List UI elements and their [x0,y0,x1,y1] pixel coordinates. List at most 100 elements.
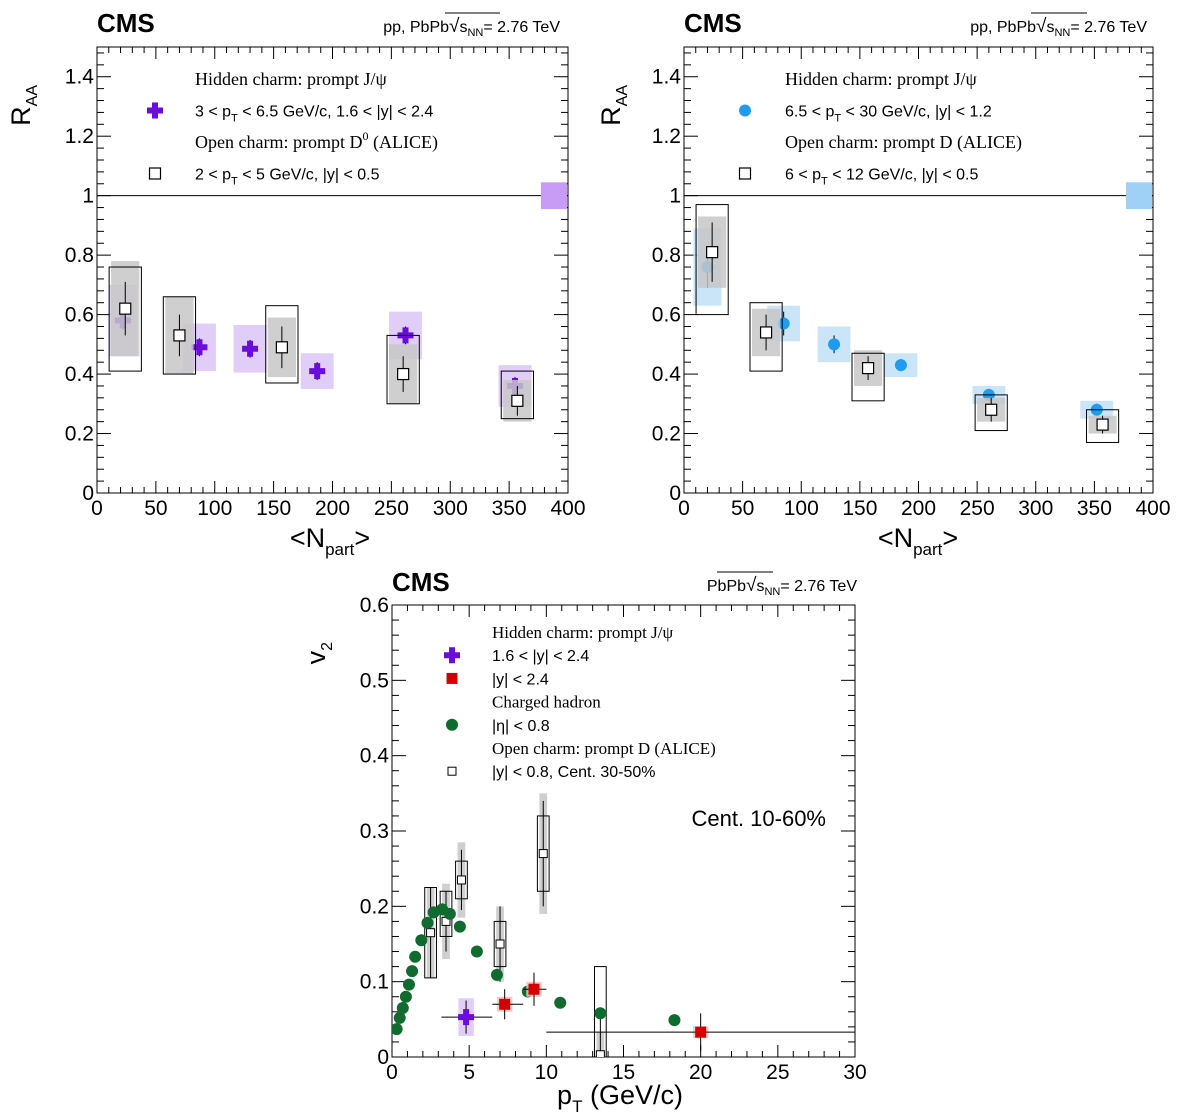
normalization-uncertainty-box [1126,182,1152,210]
point-marker [777,317,790,330]
legend-marker [739,104,751,117]
data-point [406,965,419,978]
point-marker [415,934,428,947]
data-point [162,296,197,375]
data-point [492,989,524,1020]
legend-header: Charged hadron [492,693,601,712]
circle-marker [393,1011,406,1024]
x-tick-label: 250 [374,497,409,520]
global-uncertainty-box [265,305,299,384]
normalization-uncertainty-box [540,182,567,210]
data-point [536,793,550,914]
open-square-marker [397,367,410,381]
y-tick-label: 0.1 [360,971,389,994]
legend: Hidden charm: prompt J/ψ 1.6 < |y| < 2.4 |… [444,623,716,781]
open-square-marker [426,928,436,938]
legend-marker [738,167,752,180]
y-axis-title: RAA [6,85,41,126]
y-tick-label: 0 [82,482,94,505]
data-point [415,934,428,947]
data-point [393,1011,406,1024]
open-square-marker [738,167,752,180]
data-point [402,978,415,991]
legend-marker [148,167,162,180]
legend-entry-label: 6 < pT < 12 GeV/c, |y| < 0.5 [785,167,978,188]
x-tick-label: 400 [550,497,585,520]
point-marker [470,945,483,958]
data-area [392,793,855,1057]
point-marker [554,996,567,1009]
legend-marker [444,647,460,664]
circle-marker [453,920,466,933]
data-point [817,326,851,363]
y-tick-label: 0.2 [360,895,389,918]
x-tick-label: 15 [612,1061,635,1084]
open-square-marker [275,341,288,354]
x-tick-label: 400 [1135,497,1170,520]
data-point [392,1023,403,1036]
data-point [851,350,885,402]
x-tick-label: 0 [678,497,690,520]
point-marker [409,950,422,963]
data-point [386,334,420,405]
series-open_square_small [424,793,607,1057]
legend-marker [147,102,163,119]
data-point [421,916,434,929]
open-square-marker [173,329,186,342]
y-tick-label: 0.2 [65,423,94,446]
data-point [974,394,1008,432]
brand-label: CMS [684,8,742,38]
x-tick-label: 10 [535,1061,558,1084]
data-point [439,883,453,960]
data-point [409,950,422,963]
data-point [470,945,483,958]
y-tick-label: 0.6 [65,304,94,327]
point-marker [594,1007,607,1020]
energy-label: pp, PbPb√sNN= 2.76 TeV [383,16,560,39]
data-point [300,353,334,389]
y-tick-label: 0.8 [652,244,681,267]
x-axis-title: <Npart> [290,523,370,559]
point-marker [443,907,456,920]
series-cross [441,998,493,1036]
point-marker [397,367,410,381]
global-uncertainty-box [386,334,420,405]
y-tick-label: 1.2 [652,125,681,148]
x-tick-label: 300 [433,497,468,520]
data-point [108,261,142,372]
point-marker [499,998,511,1010]
legend: Hidden charm: prompt J/ψ 3 < pT < 6.5 GeV… [147,69,438,188]
y-tick-label: 0.8 [65,244,94,267]
data-point [695,204,729,316]
global-uncertainty-box [162,296,197,375]
data-point [424,887,437,979]
circle-marker [490,968,503,981]
data-point [546,1013,855,1051]
legend-header: Open charm: prompt D (ALICE) [492,739,716,758]
point-marker [528,983,540,995]
x-tick-label: 50 [731,497,754,520]
legend-entry-label: |y| < 2.4 [492,671,549,688]
point-marker [828,338,841,351]
cross-marker [147,102,163,119]
circle-marker [470,945,483,958]
data-point [399,990,412,1003]
x-tick-label: 300 [1018,497,1053,520]
x-tick-label: 200 [315,497,350,520]
cross-marker [458,1009,475,1026]
open-square-marker [511,394,524,407]
cross-marker [242,340,259,357]
point-marker [191,339,208,356]
series-circle [392,903,681,1036]
data-point [594,1007,607,1020]
global-uncertainty-box [1086,409,1120,443]
point-marker [392,1023,403,1036]
circle-marker [668,1014,681,1027]
cross-marker [444,647,460,664]
point-marker [759,326,773,339]
data-point [453,920,466,933]
circle-marker [894,359,907,372]
x-tick-label: 250 [960,497,995,520]
point-marker [538,849,548,859]
y-tick-label: 0 [669,482,681,505]
